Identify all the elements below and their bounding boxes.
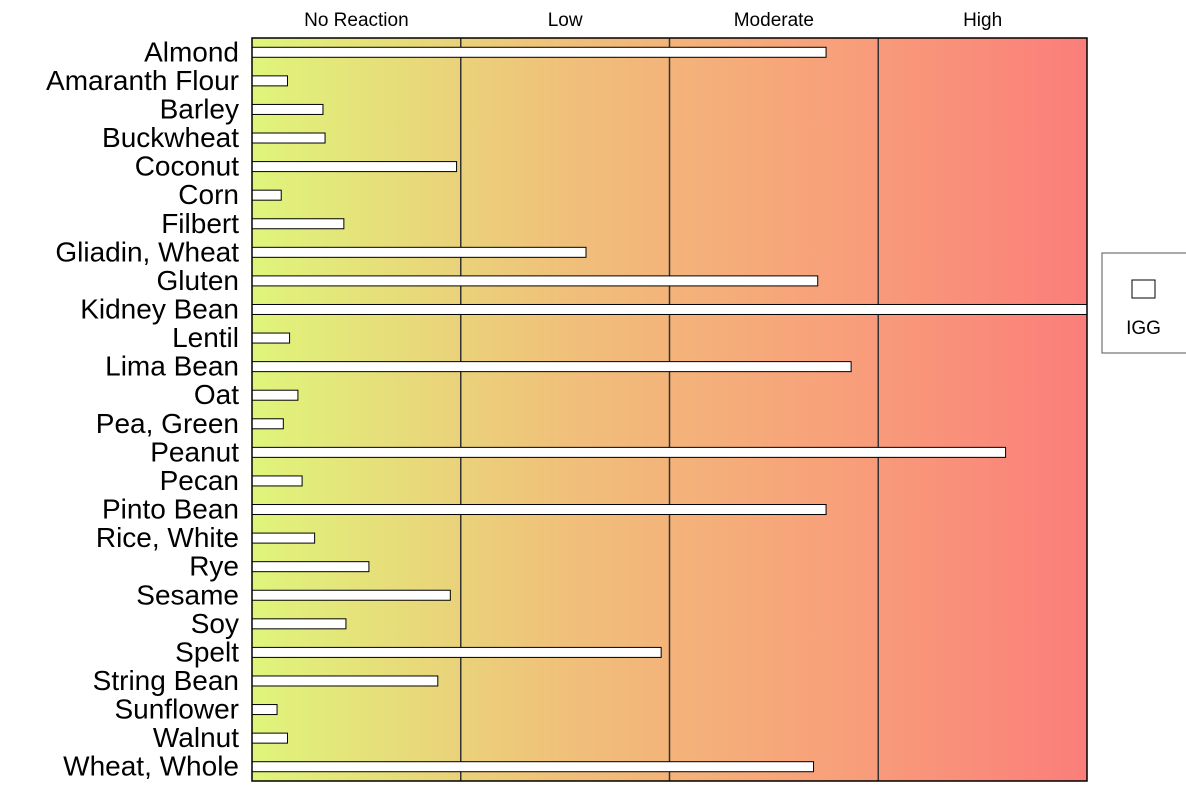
category-label: Coconut	[135, 151, 240, 182]
bar	[251, 246, 587, 258]
bar	[251, 332, 291, 344]
category-label: Lentil	[172, 322, 239, 353]
legend-box	[1101, 252, 1186, 354]
category-label: String Bean	[93, 665, 239, 696]
bar	[251, 561, 370, 573]
bar	[251, 189, 282, 201]
bar	[251, 418, 284, 430]
bar	[251, 618, 347, 630]
bar	[251, 103, 324, 115]
category-label: Gluten	[157, 265, 240, 296]
category-label: Lima Bean	[105, 351, 239, 382]
category-label: Almond	[144, 36, 239, 67]
category-label: Gliadin, Wheat	[55, 236, 239, 267]
category-label: Oat	[194, 379, 239, 410]
category-label: Amaranth Flour	[46, 65, 239, 96]
category-label: Rye	[189, 551, 239, 582]
bar	[251, 761, 815, 773]
bars	[251, 46, 1088, 773]
bar	[251, 532, 316, 544]
legend-label: IGG	[1126, 318, 1161, 339]
category-label: Filbert	[161, 208, 239, 239]
category-label: Corn	[178, 179, 239, 210]
bar	[251, 75, 288, 87]
category-label: Buckwheat	[102, 122, 239, 153]
category-label: Wheat, Whole	[63, 751, 239, 782]
bar	[251, 303, 1088, 315]
category-label: Sunflower	[114, 694, 239, 725]
category-label: Barley	[160, 93, 239, 124]
bar	[251, 646, 662, 658]
category-label: Walnut	[153, 722, 239, 753]
zone-label: High	[963, 10, 1002, 31]
bar	[251, 389, 299, 401]
legend-swatch	[1131, 279, 1156, 299]
category-label: Pinto Bean	[102, 494, 239, 525]
legend: IGG	[1101, 252, 1186, 354]
zone-labels: No Reaction Low Moderate High	[304, 10, 1002, 31]
bar	[251, 704, 278, 716]
category-label: Kidney Bean	[80, 293, 239, 324]
bar	[251, 361, 852, 373]
category-label: Soy	[191, 608, 239, 639]
bar	[251, 46, 827, 58]
zone-label: No Reaction	[304, 10, 409, 31]
category-label: Peanut	[150, 436, 239, 467]
bar	[251, 475, 303, 487]
bar	[251, 589, 451, 601]
zone-label: Low	[548, 10, 583, 31]
bar	[251, 675, 439, 687]
category-label: Spelt	[175, 636, 239, 667]
bar	[251, 161, 458, 173]
category-label: Rice, White	[96, 522, 239, 553]
zone-label: Moderate	[734, 10, 814, 31]
plot-frame	[251, 37, 1088, 782]
bar	[251, 132, 326, 144]
bar	[251, 504, 827, 516]
category-label: Pecan	[160, 465, 239, 496]
category-label: Pea, Green	[96, 408, 239, 439]
bar	[251, 275, 819, 287]
bar	[251, 218, 345, 230]
category-label: Sesame	[136, 579, 239, 610]
bar	[251, 732, 288, 744]
bar	[251, 446, 1007, 458]
